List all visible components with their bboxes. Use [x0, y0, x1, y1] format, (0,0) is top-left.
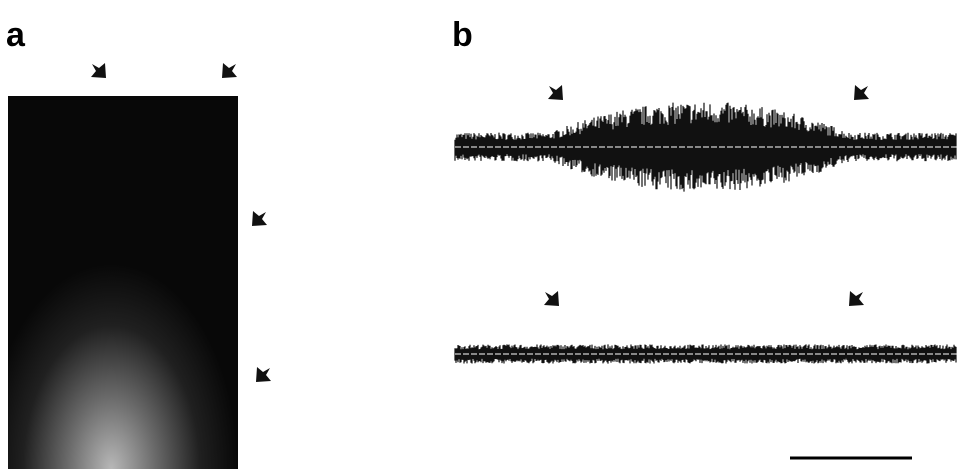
panel-label: b: [452, 16, 473, 54]
traces: [455, 103, 957, 364]
panel-label: a: [6, 16, 26, 54]
figure: a b: [0, 0, 957, 469]
micrograph: [8, 96, 238, 469]
